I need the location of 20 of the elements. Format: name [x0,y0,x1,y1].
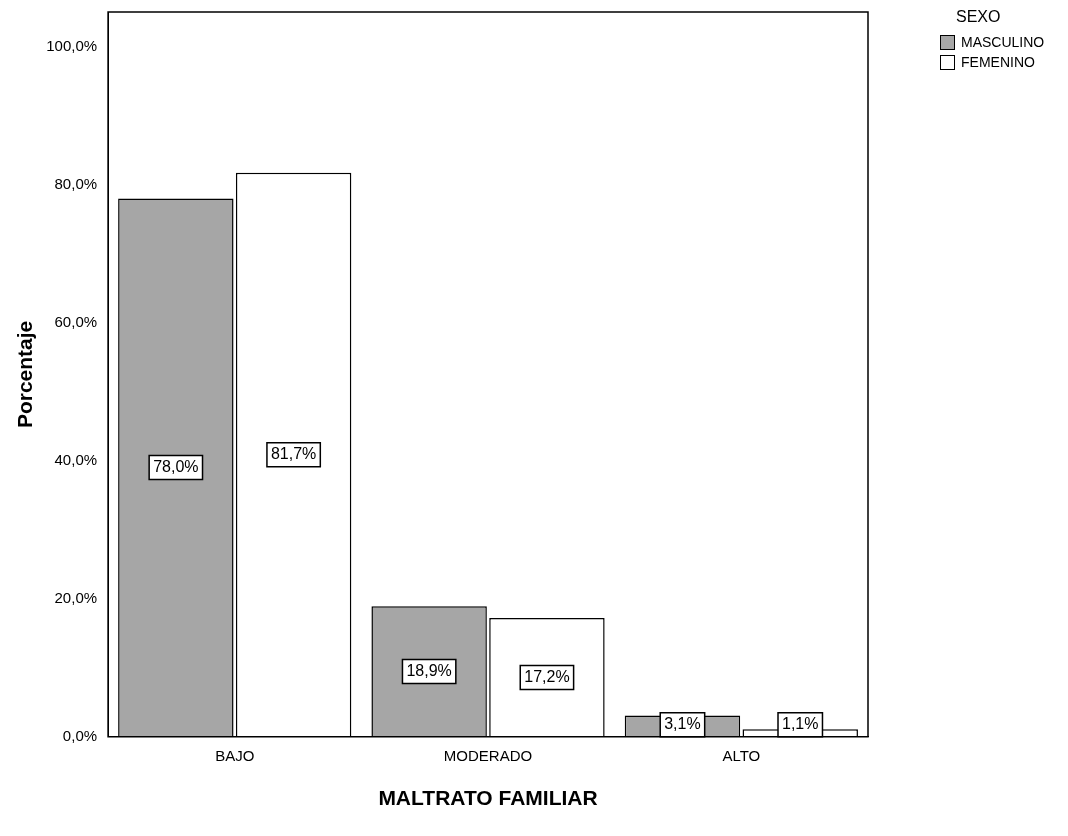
data-label: 78,0% [153,457,199,475]
y-axis-title: Porcentaje [13,320,37,429]
data-label: 17,2% [524,667,570,685]
data-label: 1,1% [782,715,819,733]
legend-title: SEXO [956,8,1002,26]
text: FEMENINO [961,54,1035,70]
y-tick-label: 40,0% [54,450,98,468]
y-tick-label: 20,0% [54,588,98,606]
x-axis-title: MALTRATO FAMILIAR [378,786,598,810]
legend-label: MASCULINO [961,34,1045,50]
y-tick-label: 60,0% [54,312,98,330]
data-label: 3,1% [664,715,701,733]
x-tick-label: ALTO [722,746,761,764]
y-tick-label: 0,0% [62,726,98,744]
x-tick-label: MODERADO [443,746,533,764]
y-tick-label: 80,0% [54,174,98,192]
y-tick-label: 100,0% [46,36,98,54]
data-label: 81,7% [270,445,317,463]
data-label: 18,9% [406,661,452,679]
x-tick-label: BAJO [215,746,255,764]
